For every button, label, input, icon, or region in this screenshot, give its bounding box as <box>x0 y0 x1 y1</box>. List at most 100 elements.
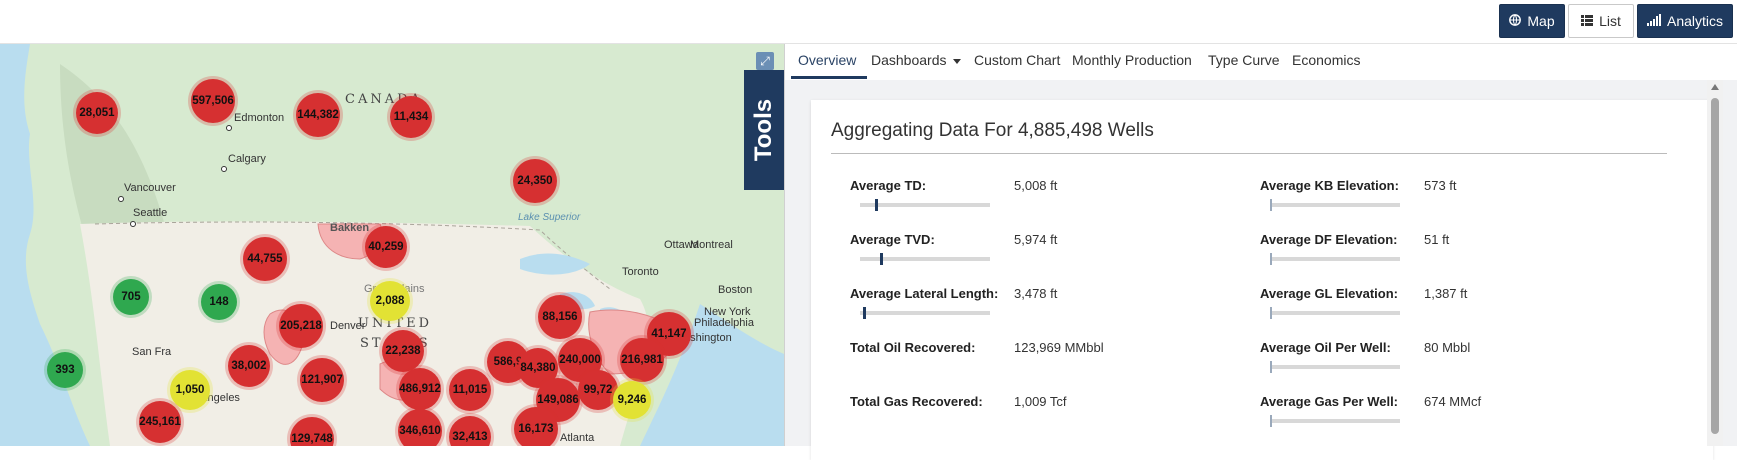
well-cluster-marker[interactable]: 346,610 <box>398 409 442 446</box>
stat-label: Average KB Elevation: <box>1260 178 1399 193</box>
well-cluster-marker[interactable]: 11,015 <box>449 369 491 411</box>
analytics-view-button[interactable]: Analytics <box>1637 4 1733 38</box>
well-cluster-marker[interactable]: 148 <box>201 284 237 320</box>
well-cluster-marker[interactable]: 28,051 <box>76 92 118 134</box>
expand-icon: ⤢ <box>760 53 770 68</box>
analytics-panel: Overview Dashboards Custom Chart Monthly… <box>784 44 1737 460</box>
tab-type-curve[interactable]: Type Curve <box>1208 52 1280 68</box>
well-cluster-marker[interactable]: 393 <box>47 352 83 388</box>
well-cluster-marker[interactable]: 38,002 <box>228 345 270 387</box>
map-label-vancouver: Vancouver <box>124 182 176 194</box>
stat-value: 51 ft <box>1424 232 1450 247</box>
well-cluster-marker[interactable]: 40,259 <box>365 226 407 268</box>
map-label-san-francisco: San Fra <box>132 346 172 358</box>
city-marker <box>118 196 124 202</box>
well-cluster-marker[interactable]: 11,434 <box>390 96 432 138</box>
well-cluster-marker[interactable]: 1,050 <box>170 370 210 410</box>
top-bar: Map List Analytics <box>0 0 1737 44</box>
well-map[interactable]: CANADA UNITED STATES Edmonton Calgary Va… <box>0 44 784 446</box>
stat-label: Total Oil Recovered: <box>850 340 976 355</box>
stat-value: 573 ft <box>1424 178 1457 193</box>
globe-icon <box>1509 13 1522 29</box>
stat-label: Average Lateral Length: <box>850 286 999 301</box>
well-cluster-marker[interactable]: 129,748 <box>290 417 334 446</box>
map-label-lake-superior: Lake Superior <box>518 212 581 223</box>
stat-value: 123,969 MMbbl <box>1014 340 1104 355</box>
stat-label: Average DF Elevation: <box>1260 232 1398 247</box>
stat-range-track <box>1270 253 1400 265</box>
stat-range-marker <box>875 199 878 211</box>
well-cluster-marker[interactable]: 16,173 <box>514 407 558 446</box>
stat-label: Average Oil Per Well: <box>1260 340 1391 355</box>
stat-value: 3,478 ft <box>1014 286 1058 301</box>
well-cluster-marker[interactable]: 486,912 <box>399 368 441 410</box>
stat-value: 80 Mbbl <box>1424 340 1471 355</box>
scrollbar-thumb[interactable] <box>1711 98 1719 434</box>
stat-range-marker <box>863 307 866 319</box>
tools-label: Tools <box>750 98 777 162</box>
city-marker <box>226 125 232 131</box>
well-cluster-marker[interactable]: 705 <box>113 279 149 315</box>
caret-down-icon <box>952 58 961 64</box>
stat-label: Average TVD: <box>850 232 935 247</box>
well-cluster-marker[interactable]: 99,72 <box>578 370 618 410</box>
scroll-up-icon[interactable] <box>1711 84 1719 90</box>
stat-label: Total Gas Recovered: <box>850 394 983 409</box>
map-label-atlanta: Atlanta <box>560 432 595 444</box>
well-cluster-marker[interactable]: 121,907 <box>300 358 344 402</box>
well-cluster-marker[interactable]: 216,981 <box>620 338 664 382</box>
tab-overview[interactable]: Overview <box>798 52 857 68</box>
stat-value: 1,009 Tcf <box>1014 394 1067 409</box>
stat-range-track <box>1270 415 1400 427</box>
map-label-philadelphia: Philadelphia <box>694 317 754 329</box>
list-view-button[interactable]: List <box>1568 4 1634 38</box>
signal-bars-icon <box>1646 13 1661 29</box>
well-cluster-marker[interactable]: 144,382 <box>296 93 340 137</box>
list-view-label: List <box>1599 13 1621 29</box>
overview-card: Aggregating Data For 4,885,498 Wells Ave… <box>811 100 1713 460</box>
map-label-boston: Boston <box>718 284 753 296</box>
well-cluster-marker[interactable]: 205,218 <box>279 304 323 348</box>
tab-economics[interactable]: Economics <box>1292 52 1361 68</box>
map-view-label: Map <box>1527 13 1555 29</box>
stat-range-track <box>1270 361 1400 373</box>
map-label-united: UNITED <box>358 316 433 331</box>
map-label-calgary: Calgary <box>228 153 266 165</box>
stat-value: 674 MMcf <box>1424 394 1482 409</box>
panel-scrollbar[interactable] <box>1707 80 1723 446</box>
map-label-edmonton: Edmonton <box>234 112 285 124</box>
stat-range-marker <box>1270 361 1272 373</box>
well-cluster-marker[interactable]: 22,238 <box>382 330 424 372</box>
stat-range-track <box>860 199 990 211</box>
well-cluster-marker[interactable]: 24,350 <box>513 159 557 203</box>
stat-label: Average GL Elevation: <box>1260 286 1398 301</box>
tools-drawer-toggle[interactable]: Tools <box>744 70 784 190</box>
map-label-montreal: Montreal <box>690 239 733 251</box>
card-title: Aggregating Data For 4,885,498 Wells <box>831 120 1154 141</box>
stat-range-marker <box>1270 199 1272 211</box>
map-label-ottawa: Ottawa <box>664 239 699 251</box>
tab-custom-chart[interactable]: Custom Chart <box>974 52 1061 68</box>
stat-label: Average TD: <box>850 178 927 193</box>
list-icon <box>1581 13 1594 29</box>
expand-map-button[interactable]: ⤢ <box>756 52 774 70</box>
well-cluster-marker[interactable]: 84,380 <box>518 348 558 388</box>
stat-value: 1,387 ft <box>1424 286 1468 301</box>
analytics-view-label: Analytics <box>1666 13 1724 29</box>
well-cluster-marker[interactable]: 32,413 <box>449 416 491 446</box>
well-cluster-marker[interactable]: 245,161 <box>139 401 181 443</box>
well-cluster-marker[interactable]: 597,506 <box>191 79 235 123</box>
well-cluster-marker[interactable]: 88,156 <box>538 295 582 339</box>
active-tab-indicator <box>791 76 867 79</box>
map-label-bakken: Bakken <box>330 222 370 234</box>
well-cluster-marker[interactable]: 2,088 <box>370 281 410 321</box>
well-cluster-marker[interactable]: 44,755 <box>243 237 287 281</box>
map-view-button[interactable]: Map <box>1499 4 1565 38</box>
analytics-tabs: Overview Dashboards Custom Chart Monthly… <box>785 44 1737 80</box>
tab-monthly-production[interactable]: Monthly Production <box>1072 52 1192 68</box>
tab-dashboards[interactable]: Dashboards <box>871 52 961 68</box>
well-cluster-marker[interactable]: 9,246 <box>613 381 651 419</box>
stat-range-track <box>860 253 990 265</box>
stat-range-marker <box>880 253 883 265</box>
stat-range-marker <box>1270 253 1272 265</box>
